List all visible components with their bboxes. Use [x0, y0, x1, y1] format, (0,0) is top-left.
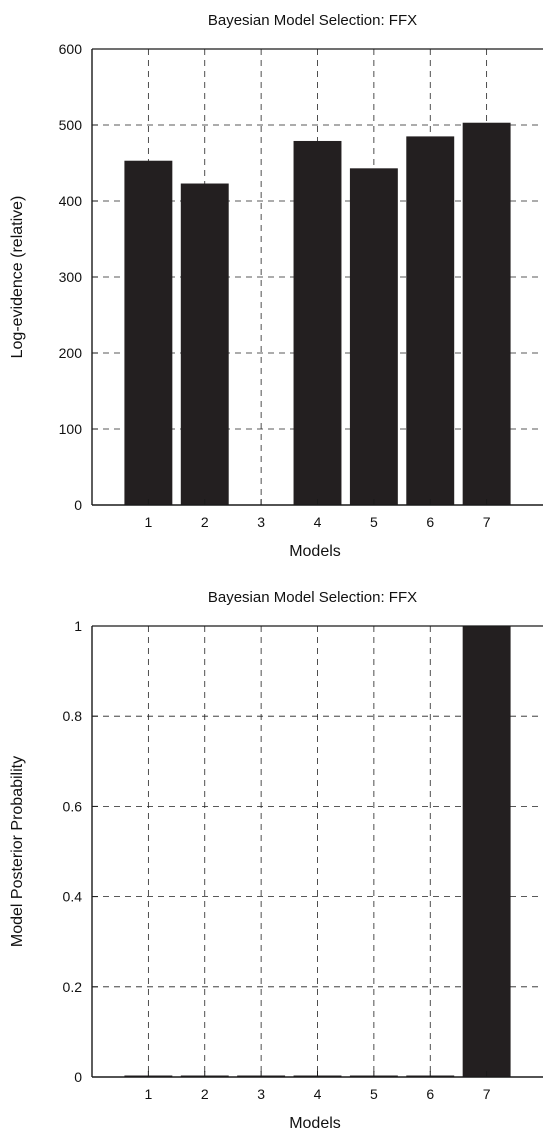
y-tick-label: 0.6: [63, 798, 83, 814]
y-tick-label: 300: [59, 269, 83, 285]
x-tick-label: 2: [201, 1086, 209, 1102]
bar-model-7: [462, 626, 511, 1077]
bar-model-7: [462, 122, 511, 505]
y-tick-label: 0.8: [63, 708, 83, 724]
y-tick-label: 0.4: [63, 889, 83, 905]
x-tick-label: 7: [483, 514, 491, 530]
y-tick-label: 200: [59, 345, 83, 361]
bar-model-5: [349, 168, 398, 505]
y-tick-label: 100: [59, 421, 83, 437]
y-tick-label: 0: [74, 497, 82, 513]
y-tick-label: 0.2: [63, 979, 83, 995]
x-tick-label: 6: [426, 1086, 434, 1102]
x-tick-label: 2: [201, 514, 209, 530]
y-tick-label: 400: [59, 193, 83, 209]
bar-model-1: [124, 160, 173, 505]
y-axis-label: Log-evidence (relative): [9, 196, 26, 359]
x-tick-label: 7: [483, 1086, 491, 1102]
x-tick-label: 5: [370, 514, 378, 530]
y-tick-label: 0: [74, 1069, 82, 1085]
bar-model-4: [293, 140, 342, 505]
x-tick-label: 1: [144, 1086, 152, 1102]
posterior-probability-chart: 0 0.2 0.4 0.6 0.8 1 1 2 3 4 5 6 7 Bayesian Model Sele…: [9, 589, 543, 1132]
log-evidence-chart: 0 100 200 300 400 500 600 1 2 3 4 5 6 7 Bayesian Model…: [9, 12, 543, 560]
x-tick-label: 5: [370, 1086, 378, 1102]
x-tick-label: 4: [314, 514, 322, 530]
x-tick-label: 6: [426, 514, 434, 530]
chart-title: Bayesian Model Selection: FFX: [208, 12, 417, 29]
x-axis-label: Models: [289, 1115, 341, 1132]
chart-title: Bayesian Model Selection: FFX: [208, 589, 417, 606]
x-tick-label: 3: [257, 514, 265, 530]
y-tick-label: 500: [59, 117, 83, 133]
x-tick-label: 1: [144, 514, 152, 530]
y-tick-label: 600: [59, 41, 83, 57]
x-tick-label: 3: [257, 1086, 265, 1102]
x-axis-label: Models: [289, 543, 341, 560]
y-axis-label: Model Posterior Probability: [9, 756, 26, 947]
bar-model-2: [180, 183, 229, 505]
bar-model-6: [406, 136, 455, 505]
y-tick-label: 1: [74, 618, 82, 634]
x-tick-label: 4: [314, 1086, 322, 1102]
